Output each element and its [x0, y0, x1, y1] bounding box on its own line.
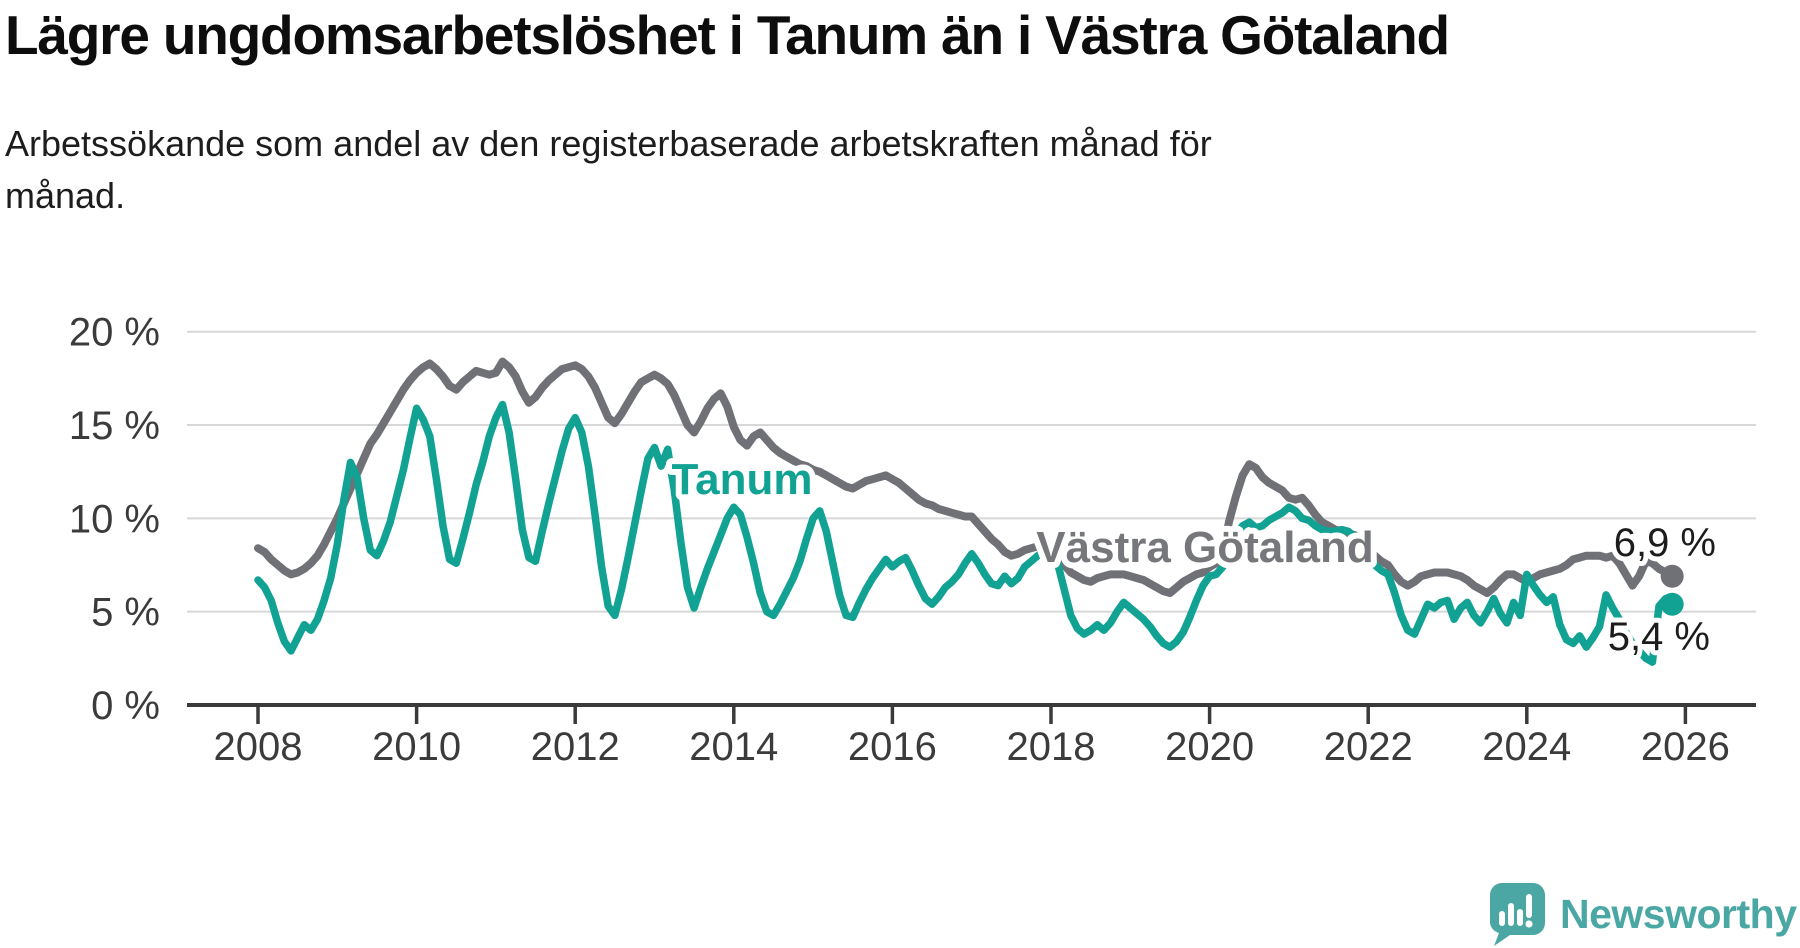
chart-subtitle: Arbetssökande som andel av den registerb… [5, 118, 1505, 222]
x-tick-label: 2026 [1641, 725, 1730, 769]
series-end-dots [1660, 564, 1684, 616]
tanum-line-label: Tanum [672, 455, 813, 504]
x-tick-label: 2024 [1482, 725, 1571, 769]
x-tick-label: 2020 [1165, 725, 1254, 769]
newsworthy-logo: Newsworthy [1488, 882, 1797, 946]
chart-subtitle-line-2: månad. [5, 175, 126, 216]
gridlines [187, 330, 1756, 613]
y-tick-label: 20 % [69, 311, 160, 355]
x-tick-label: 2016 [848, 725, 937, 769]
x-tick-label: 2010 [372, 725, 461, 769]
x-tick-label: 2022 [1324, 725, 1413, 769]
vastra-gotaland-line-label: Västra Götaland [1036, 523, 1373, 572]
tanum-end-dot [1660, 592, 1684, 616]
x-axis: 2008 2010 2012 2014 2016 2018 2020 2022 2024 2026… [69, 311, 1756, 769]
chart-subtitle-line-1: Arbetssökande som andel av den registerb… [5, 123, 1212, 164]
y-tick-label: 0 % [91, 684, 160, 728]
data-series [254, 357, 1677, 666]
x-tick-label: 2018 [1007, 725, 1096, 769]
exclamation-glyph [1525, 894, 1533, 928]
x-tick-label: 2008 [214, 725, 303, 769]
x-tick-label: 2012 [531, 725, 620, 769]
vastra-gotaland-end-dot [1660, 564, 1684, 588]
vg-end-value-label: 6,9 % [1614, 521, 1716, 565]
y-tick-label: 15 % [69, 404, 160, 448]
tanum-line [254, 400, 1676, 666]
tanum-end-value-label: 5,4 % [1608, 615, 1710, 659]
newsworthy-logo-icon [1490, 883, 1545, 946]
y-tick-label: 5 % [91, 591, 160, 635]
y-tick-label: 10 % [69, 497, 160, 541]
chart-labels: Tanum Västra Götaland 6,9 % 5,4 % [666, 449, 1721, 664]
newsworthy-wordmark: Newsworthy [1560, 891, 1797, 937]
x-tick-label: 2014 [689, 725, 778, 769]
vastra-gotaland-line [254, 357, 1677, 597]
bar-chart-glyph [1499, 903, 1523, 926]
page-title: Lägre ungdomsarbetslöshet i Tanum än i V… [5, 4, 1450, 66]
